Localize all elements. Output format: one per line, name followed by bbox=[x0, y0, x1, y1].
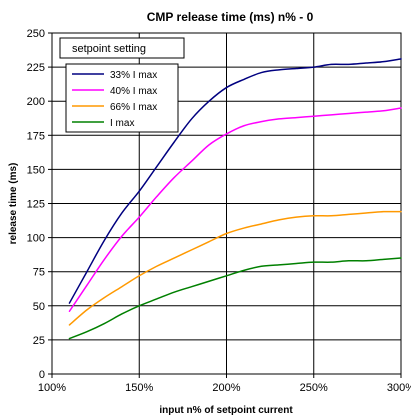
series-line-2 bbox=[68, 210, 402, 326]
x-tick-label: 250% bbox=[300, 382, 328, 394]
series-line-3 bbox=[68, 257, 402, 340]
y-tick-label: 200 bbox=[27, 96, 45, 108]
x-axis-ticks: 100% 150% 200% 250% 300% bbox=[38, 374, 411, 394]
y-tick-label: 250 bbox=[27, 28, 45, 40]
x-tick-label: 300% bbox=[387, 382, 411, 394]
y-tick-label: 150 bbox=[27, 164, 45, 176]
x-tick-label: 100% bbox=[38, 382, 66, 394]
y-tick-label: 175 bbox=[27, 130, 45, 142]
y-tick-label: 25 bbox=[33, 335, 45, 347]
legend-label: I max bbox=[110, 118, 134, 129]
x-tick-label: 150% bbox=[125, 382, 153, 394]
x-tick-label: 200% bbox=[212, 382, 240, 394]
series-line-0 bbox=[68, 58, 402, 304]
legend-box bbox=[65, 63, 179, 133]
legend-label: 40% I max bbox=[110, 86, 157, 97]
y-tick-label: 0 bbox=[39, 369, 45, 381]
series-lines bbox=[68, 58, 402, 340]
y-tick-label: 125 bbox=[27, 199, 45, 211]
y-tick-label: 50 bbox=[33, 301, 45, 313]
legend-title: setpoint setting bbox=[72, 43, 146, 55]
legend: setpoint setting 33% I max 40% I max 66% I… bbox=[59, 37, 185, 133]
y-tick-label: 100 bbox=[27, 233, 45, 245]
y-tick-label: 75 bbox=[33, 267, 45, 279]
chart-title: CMP release time (ms) n% - 0 bbox=[147, 10, 314, 24]
legend-label: 33% I max bbox=[110, 70, 157, 81]
y-axis-ticks: 0 25 50 75 100 125 150 175 200 225 250 bbox=[27, 28, 52, 381]
y-tick-label: 225 bbox=[27, 62, 45, 74]
series-line-1 bbox=[68, 107, 402, 313]
y-axis-label: release time (ms) bbox=[8, 163, 19, 245]
legend-label: 66% I max bbox=[110, 102, 157, 113]
x-axis-label: input n% of setpoint current bbox=[159, 405, 293, 416]
legend-title-box bbox=[59, 37, 185, 59]
